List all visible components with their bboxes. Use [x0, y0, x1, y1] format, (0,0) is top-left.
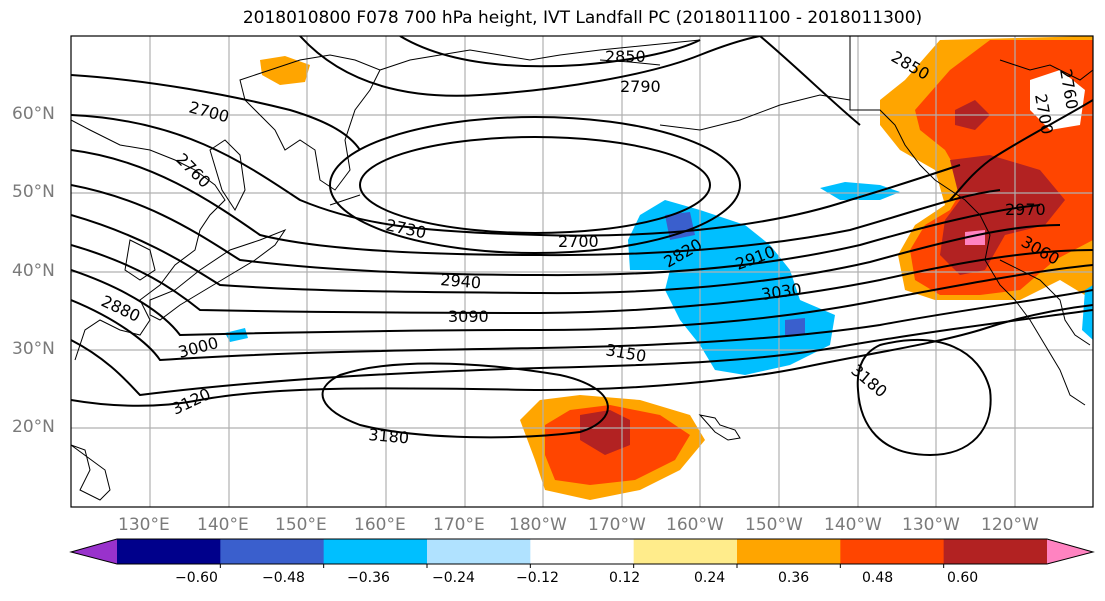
contour-2700-north	[71, 74, 361, 151]
contour-label: 3180	[847, 361, 890, 402]
contour-label: 2700	[558, 232, 599, 251]
contour-label: 3090	[448, 307, 489, 326]
contour-label: 2730	[384, 215, 428, 242]
contour-3060	[71, 264, 1093, 337]
contour-2910-east	[949, 99, 1093, 201]
lat-label: 50°N	[12, 182, 55, 202]
lon-label: 160°W	[666, 515, 724, 535]
lon-label: 120°W	[981, 515, 1039, 535]
contour-2790	[299, 36, 761, 97]
contour-2850	[399, 36, 701, 68]
contour-2700-closed	[359, 136, 711, 234]
colorbar-tick-label: 0.60	[947, 570, 979, 586]
map-title: 2018010800 F078 700 hPa height, IVT Land…	[242, 8, 923, 28]
height-contours	[71, 36, 1093, 457]
lon-label: 150°E	[275, 515, 327, 535]
lat-label: 40°N	[12, 261, 55, 281]
contour-2880	[71, 184, 1041, 277]
lon-label: 170°W	[588, 515, 646, 535]
positive-anomaly-subtropics	[260, 56, 705, 500]
colorbar-tick-label: −0.36	[347, 570, 390, 586]
colorbar-tick-label: 0.36	[778, 570, 810, 586]
contour-3180-west	[321, 362, 609, 439]
lon-label: 170°E	[433, 515, 485, 535]
colorbar-tick-label: −0.48	[262, 570, 305, 586]
contour-3180-east	[856, 339, 992, 457]
contour-label: 2970	[1005, 200, 1046, 219]
contour-2760	[71, 114, 961, 237]
lat-label: 20°N	[12, 417, 55, 437]
contour-label: 3150	[604, 340, 647, 366]
contour-2820	[71, 149, 1001, 257]
contour-2940	[71, 214, 1061, 295]
lon-label: 140°E	[197, 515, 249, 535]
contour-label: 2880	[98, 291, 143, 325]
contour-2730-closed	[329, 116, 741, 254]
lon-label: 180°W	[509, 515, 567, 535]
lat-label: 30°N	[12, 339, 55, 359]
contour-label: 2790	[620, 77, 661, 96]
contour-3090	[71, 289, 1093, 362]
contour-label: 3180	[368, 425, 410, 447]
colorbar-tick-label: −0.24	[432, 570, 475, 586]
lon-label: 150°W	[745, 515, 803, 535]
lon-label: 160°E	[354, 515, 406, 535]
contour-3000	[71, 244, 1093, 315]
colorbar-tick-label: 0.12	[609, 570, 641, 586]
contour-label: 2700	[187, 98, 231, 127]
lon-label: 130°E	[118, 515, 170, 535]
colorbar-tick-label: −0.60	[175, 570, 218, 586]
lon-label: 130°W	[902, 515, 960, 535]
contour-3150	[71, 304, 1093, 407]
colorbar-tick-label: 0.24	[694, 570, 726, 586]
colorbar-tick-label: 0.48	[862, 570, 894, 586]
lat-label: 60°N	[12, 104, 55, 124]
lon-label: 140°W	[824, 515, 882, 535]
map-frame	[70, 35, 1094, 508]
contour-3120	[71, 309, 1093, 397]
contour-2850-east	[759, 36, 861, 126]
contour-label: 2850	[605, 47, 646, 66]
contour-label: 2940	[440, 270, 482, 292]
colorbar-tick-label: −0.12	[516, 570, 559, 586]
